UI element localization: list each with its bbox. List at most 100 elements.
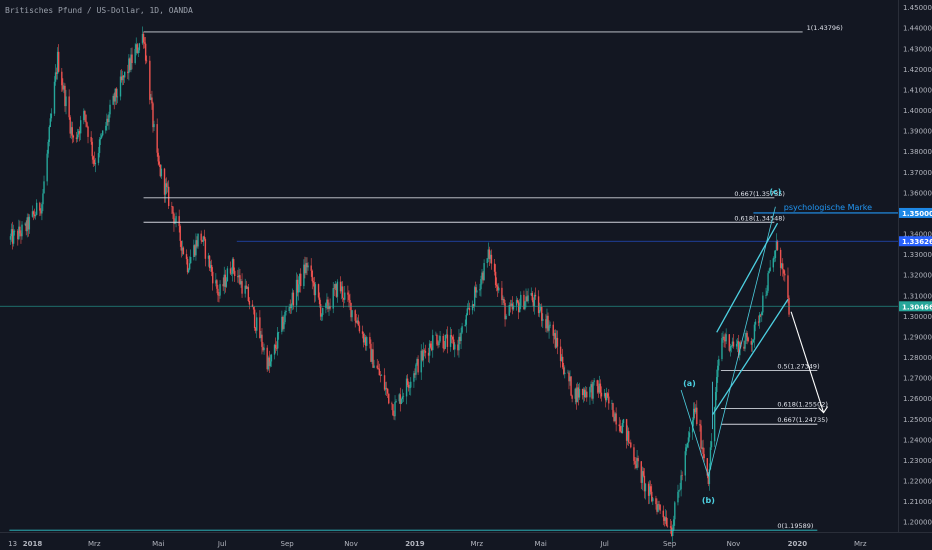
candle-body [175,216,177,223]
candle-body [17,230,19,240]
candle-body [10,229,13,237]
candle-body [464,324,466,327]
candle-body [592,382,594,399]
candle-body [313,282,316,296]
candle-body [100,135,103,138]
candle-body [341,286,344,298]
candle-body [28,216,31,230]
candle-body [35,202,38,215]
candle-body [773,257,776,259]
candle-body [55,72,58,74]
candle-body [721,338,723,360]
candle-body [219,284,221,296]
candle-body [363,337,366,343]
candle-body [261,334,263,347]
candle-body [633,447,635,461]
candle-body [736,341,739,344]
wave-label: (c) [769,187,781,196]
candle-body [718,359,720,366]
candle-body [678,490,680,492]
candle-body [163,168,166,195]
candle-body [549,324,551,326]
candle-body [379,375,382,376]
candle-body [297,284,300,293]
candle-body [319,304,322,317]
price-tag-box [899,301,932,312]
candle-body [398,394,400,402]
candle-body [141,33,144,44]
candle-body [267,357,269,370]
candle-body [570,376,572,396]
candle-body [508,305,510,316]
candle-body [326,299,328,304]
candle-body [625,419,628,441]
candle-body [583,389,586,398]
candle-body [232,259,235,271]
candle-body [523,294,525,310]
candle-body [568,372,570,382]
candle-body [401,396,404,400]
candle-body [172,206,174,214]
candle-body [606,393,608,401]
candle-body [446,334,449,347]
candle-body [157,152,159,162]
candle-body [620,430,623,434]
candle-body [156,124,158,153]
candle-body [692,408,695,421]
price-axis-label: 1.45000 [903,4,932,12]
candle-body [589,387,591,398]
candle-body [92,156,94,160]
candle-body [598,383,601,393]
candle-body [222,284,224,287]
candle-body [252,307,255,310]
candle-body [259,317,261,338]
candle-body [585,391,587,398]
candle-body [480,279,482,290]
price-tag-label: 1.30466 [902,303,932,311]
candle-body [641,471,644,483]
candle-body [604,393,607,401]
candle-body [224,274,226,287]
candle-body [387,388,389,394]
candle-body [99,137,102,140]
candle-body [105,125,107,131]
candle-body [366,337,368,346]
candle-body [706,458,708,476]
candle-body [329,306,331,309]
price-axis-label: 1.34000 [903,231,932,239]
candle-body [292,292,295,306]
candle-body [600,392,603,397]
candle-body [190,256,192,264]
candle-body [546,315,548,329]
candle-body [278,331,280,333]
candle-body [26,217,28,232]
candle-body [377,368,379,369]
time-axis-label: Nov [727,540,741,548]
candle-body [578,388,581,398]
candle-body [754,321,757,325]
candle-body [241,281,243,294]
candle-body [509,305,511,306]
time-axis-label: Mrz [88,540,101,548]
candle-body [384,387,387,390]
price-tag-box [899,207,932,218]
candle-body [311,270,313,282]
candle-body [24,223,26,225]
candle-body [768,271,770,274]
candle-body [762,295,764,313]
candle-body [725,334,727,342]
candle-body [248,301,251,305]
candle-body [612,403,614,417]
candle-body [436,334,438,345]
candle-body [769,267,771,272]
candle-body [555,337,558,348]
candle-body [628,431,630,443]
candle-body [684,451,686,476]
candle-body [160,168,163,177]
candle-body [65,96,67,107]
candle-body [662,510,664,518]
candle-body [688,432,691,438]
candle-body [325,303,327,309]
